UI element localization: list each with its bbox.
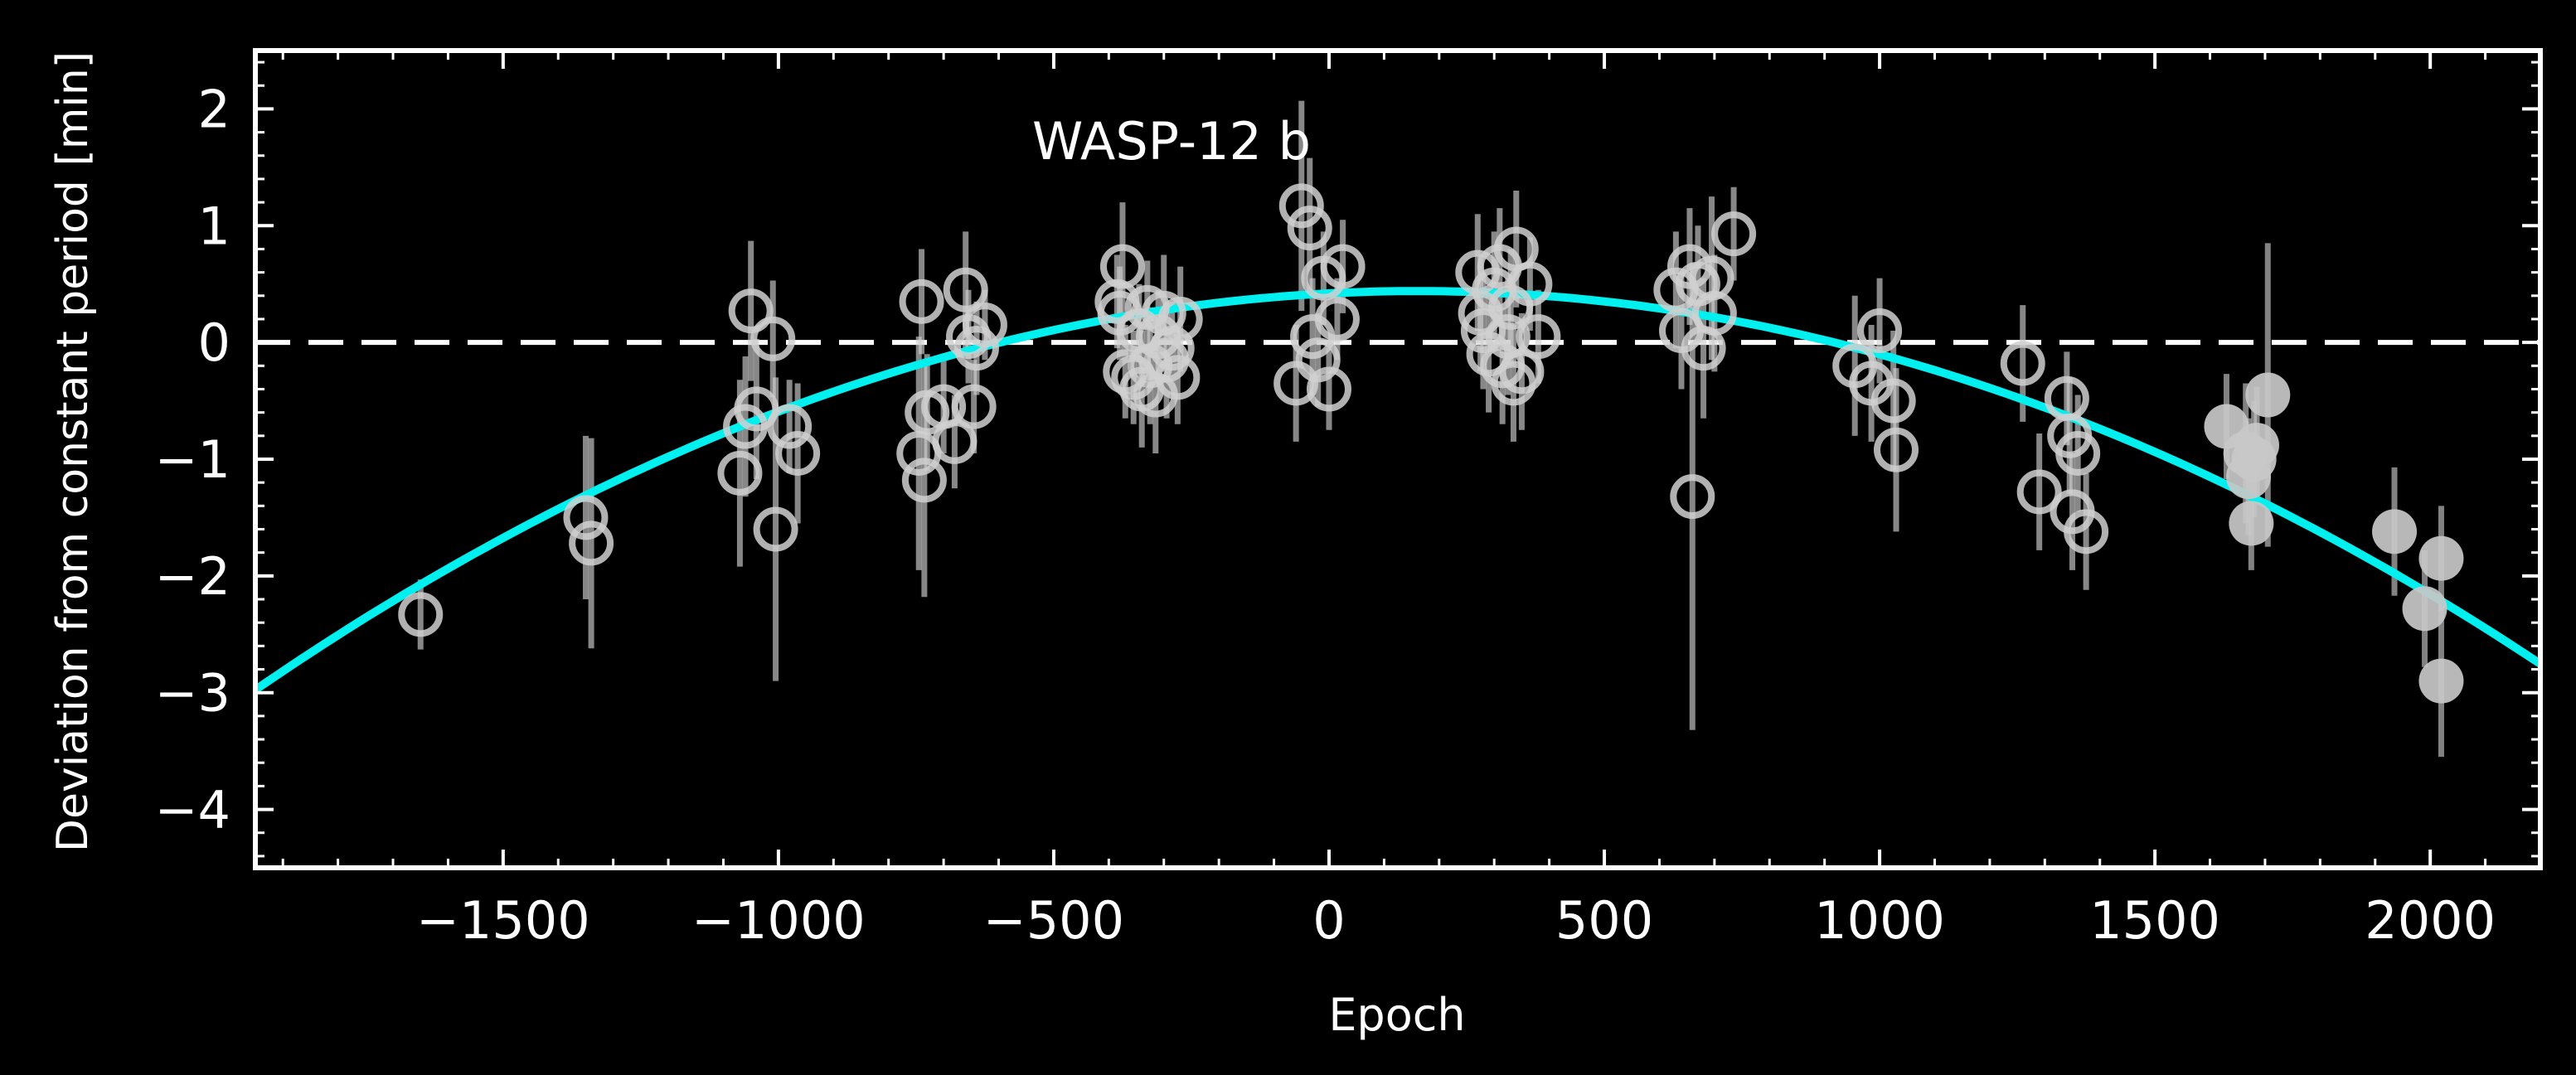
data-point-open — [1306, 366, 1351, 412]
data-point-open — [962, 303, 1007, 348]
data-point-open — [932, 419, 978, 464]
y-tick-label: −2 — [155, 546, 230, 607]
data-point-open — [753, 506, 798, 552]
data-point-filled — [2418, 535, 2464, 581]
y-tick-label: 0 — [198, 312, 230, 373]
data-point-open — [1874, 427, 1919, 472]
x-tick-label: −1000 — [691, 890, 866, 951]
x-axis-label: Epoch — [1328, 989, 1465, 1041]
data-point-open — [1320, 244, 1366, 289]
data-point-open — [775, 430, 821, 476]
x-tick-label: 0 — [1312, 890, 1345, 951]
data-point-open — [943, 267, 988, 312]
data-point-open — [2016, 469, 2062, 515]
model-fit-curve — [255, 287, 2540, 694]
data-point-filled — [2229, 501, 2274, 546]
data-point-open — [1516, 314, 1561, 360]
data-point-open — [2000, 341, 2045, 386]
data-point-open — [1314, 296, 1360, 341]
x-tick-label: −1500 — [416, 890, 590, 951]
data-point-open — [1507, 261, 1553, 307]
x-tick-label: −500 — [983, 890, 1124, 951]
data-point-open — [1460, 308, 1506, 354]
data-point-open — [1711, 211, 1757, 257]
data-point-open — [1099, 244, 1145, 289]
y-tick-label: 1 — [198, 196, 230, 256]
data-point-filled — [2245, 372, 2291, 418]
data-point-open — [1295, 337, 1341, 383]
x-tick-label: 2000 — [2365, 890, 2496, 951]
data-point-open — [767, 404, 813, 449]
axis-ticks: −1500 −1000 −500 0 500 1000 1500 2000 −4 −3 −2 −1 0 1… — [155, 51, 2542, 951]
data-point-open — [951, 384, 997, 429]
data-point-open — [1857, 308, 1903, 354]
y-tick-label: −1 — [155, 429, 230, 490]
y-tick-label: 2 — [198, 79, 230, 139]
x-tick-label: 1500 — [2089, 890, 2220, 951]
x-tick-label: 500 — [1555, 890, 1653, 951]
x-tick-label: 1000 — [1814, 890, 1945, 951]
data-point-open — [398, 592, 444, 637]
data-point-open — [2064, 509, 2109, 554]
plot-area — [255, 100, 2540, 758]
y-tick-label: −3 — [155, 663, 230, 724]
data-point-open — [1157, 296, 1203, 341]
data-point-open — [901, 458, 947, 503]
data-point-open — [1273, 361, 1319, 406]
data-point-open — [899, 278, 944, 324]
data-point-filled — [2234, 423, 2279, 468]
data-point-open — [1278, 183, 1324, 229]
planet-label: WASP-12 b — [1032, 111, 1311, 172]
data-point-open — [2055, 430, 2101, 476]
y-axis-label: Deviation from constant period [min] — [48, 51, 98, 852]
data-point-open — [1870, 378, 1916, 424]
data-point-open — [1670, 474, 1715, 520]
data-point-filled — [2418, 658, 2464, 704]
data-point-open — [1155, 355, 1201, 400]
data-point-open — [717, 450, 763, 496]
data-point-filled — [2372, 509, 2418, 554]
y-tick-label: −4 — [155, 780, 230, 840]
data-point-open — [734, 386, 779, 432]
data-point-open — [953, 326, 999, 371]
data-point-open — [1691, 290, 1737, 336]
data-point-open — [563, 495, 609, 540]
data-point-open — [1149, 326, 1195, 371]
data-point-open — [569, 521, 614, 566]
data-point-open — [1287, 206, 1332, 251]
data-point-open — [1499, 349, 1545, 395]
data-point-open — [1458, 290, 1503, 336]
data-point-open — [750, 316, 796, 361]
data-point-filled — [2402, 586, 2447, 632]
data-point-open — [728, 288, 774, 334]
